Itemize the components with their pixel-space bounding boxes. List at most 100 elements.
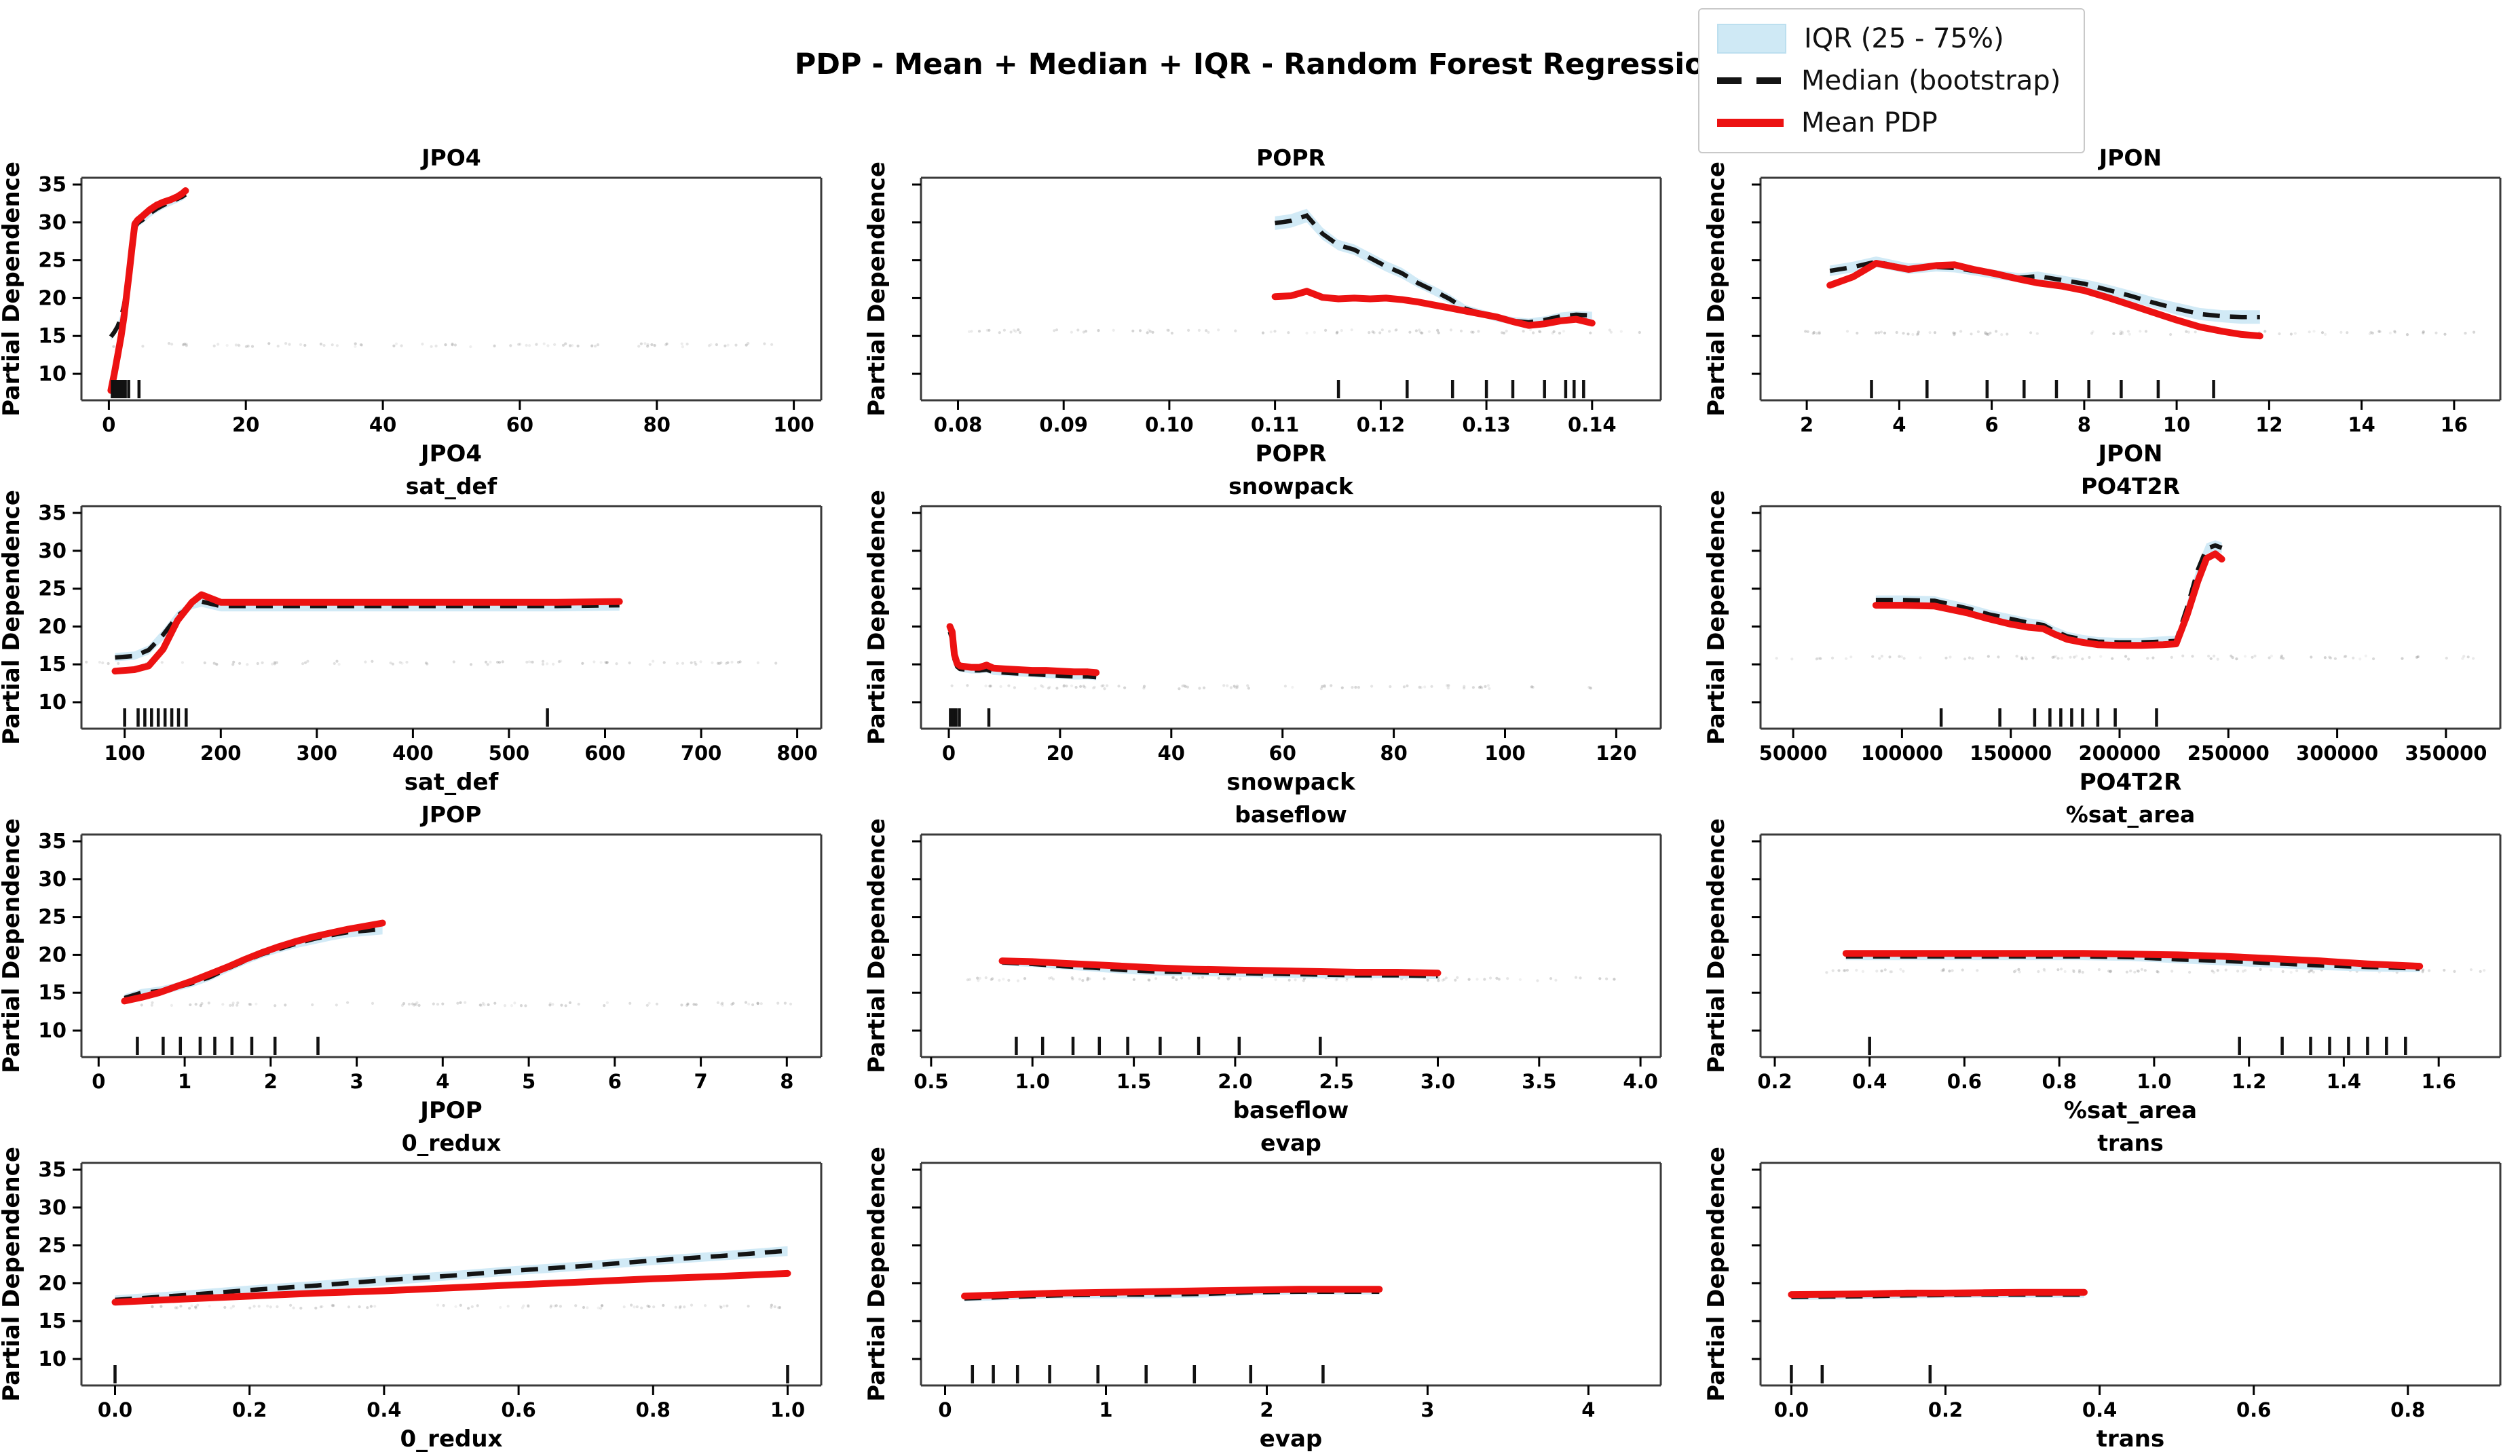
ice-data-dot: [527, 660, 531, 664]
ice-data-dot: [2056, 657, 2060, 660]
ice-data-dot: [1070, 684, 1074, 687]
x-tick-label: 0.8: [2390, 1398, 2425, 1421]
x-tick-label: 20: [232, 413, 259, 436]
y-tick-label: 10: [38, 691, 67, 714]
ice-data-dot: [1302, 979, 1305, 982]
ice-data-dot: [407, 1002, 411, 1006]
ice-data-dot: [622, 1305, 626, 1309]
ice-data-dot: [674, 1305, 677, 1309]
x-tick-label: 6: [1985, 413, 1999, 436]
ice-data-dot: [484, 660, 488, 664]
ice-data-dot: [464, 1001, 467, 1004]
ice-data-dot: [1441, 978, 1444, 982]
ice-data-dot: [2270, 654, 2273, 657]
ice-data-dot: [2185, 330, 2188, 333]
ice-data-dot: [1007, 684, 1011, 687]
ice-data-dot: [1536, 979, 1539, 982]
ice-data-dot: [699, 660, 702, 664]
ice-data-dot: [549, 1305, 552, 1309]
ice-data-dot: [2120, 330, 2124, 334]
ice-data-dot: [1446, 684, 1449, 687]
subplot-title: JPON: [2098, 145, 2162, 171]
ice-data-dot: [681, 662, 685, 665]
x-tick-label: 1: [1099, 1398, 1112, 1421]
ice-data-dot: [2078, 969, 2082, 972]
ice-data-dot: [665, 342, 669, 345]
y-tick-label: 25: [38, 906, 67, 930]
ice-data-dot: [2393, 330, 2397, 334]
ice-data-dot: [2126, 330, 2130, 333]
ice-data-dot: [2333, 657, 2337, 660]
ice-data-dot: [261, 661, 264, 664]
ice-data-dot: [2107, 970, 2111, 973]
ice-data-dot: [1970, 332, 1973, 336]
ice-data-dot: [2434, 331, 2438, 334]
ice-data-dot: [1147, 978, 1150, 982]
ice-data-dot: [778, 1306, 782, 1309]
ice-data-dot: [2372, 657, 2375, 661]
ice-data-dot: [1830, 656, 1835, 659]
legend-label-iqr: IQR (25 - 75%): [1804, 23, 2004, 54]
ice-data-dot: [1531, 685, 1535, 689]
ice-data-dot: [234, 343, 238, 347]
ice-data-dot: [1321, 685, 1324, 688]
ice-data-dot: [1479, 685, 1482, 689]
mean-line: [121, 919, 386, 1005]
ice-data-dot: [1804, 330, 1807, 333]
y-axis-label: Partial Dependence: [1, 1147, 25, 1402]
ice-data-dot: [747, 1305, 750, 1308]
x-tick-label: 1.0: [2137, 1070, 2171, 1093]
ice-data-dot: [411, 1002, 415, 1005]
ice-data-dot: [716, 662, 720, 665]
ice-data-dot: [1953, 333, 1956, 337]
ice-data-dot: [188, 1307, 191, 1310]
ice-data-dot: [101, 661, 105, 665]
mean-line: [998, 957, 1442, 977]
ice-data-dot: [774, 662, 778, 665]
ice-data-dot: [231, 1305, 235, 1308]
ice-data-dot: [203, 661, 206, 665]
ice-data-dot: [2213, 654, 2216, 658]
x-tick-label: 1: [178, 1070, 191, 1093]
ice-data-dot: [2029, 331, 2033, 334]
x-tick-label: 0.6: [501, 1398, 535, 1421]
x-tick-label: 14: [2348, 413, 2375, 436]
ice-data-dot: [1459, 329, 1463, 332]
ice-data-dot: [1291, 685, 1294, 689]
ice-data-dot: [2144, 330, 2148, 333]
ice-data-dot: [2377, 330, 2381, 333]
ice-data-dot: [1350, 328, 1353, 332]
ice-data-dot: [730, 1003, 734, 1006]
ice-data-dot: [229, 1003, 232, 1007]
ice-data-dot: [1305, 331, 1309, 334]
x-axis-label: 0_redux: [400, 1425, 503, 1452]
y-tick-label: 15: [38, 981, 67, 1005]
iqr-band: [1830, 256, 2260, 324]
legend-label-mean: Mean PDP: [1801, 107, 1938, 138]
ice-data-dot: [360, 343, 364, 347]
ice-data-dot: [1889, 970, 1892, 974]
ice-data-dot: [231, 663, 235, 666]
ice-data-dot: [2081, 970, 2084, 974]
ice-data-dot: [1102, 684, 1105, 687]
ice-data-dot: [1062, 685, 1066, 688]
x-tick-label: 0.2: [1757, 1070, 1792, 1093]
ice-data-dot: [1065, 685, 1068, 688]
ice-data-dot: [333, 662, 336, 666]
ice-data-dot: [229, 1306, 233, 1309]
ice-data-dot: [770, 1305, 773, 1309]
ice-data-dot: [586, 1306, 589, 1309]
y-tick-label: 20: [38, 286, 67, 310]
ice-data-dot: [358, 1305, 361, 1309]
ice-data-dot: [950, 684, 954, 687]
subplot-title: baseflow: [1235, 801, 1347, 828]
ice-data-dot: [1418, 330, 1422, 334]
y-tick-label: 30: [38, 211, 67, 235]
ice-data-dot: [1497, 978, 1501, 981]
ice-data-dot: [590, 344, 594, 348]
ice-data-dot: [1919, 656, 1922, 659]
ice-data-dot: [551, 1003, 554, 1006]
ice-data-dot: [2282, 657, 2285, 660]
ice-data-dot: [1086, 976, 1089, 980]
ice-data-dot: [208, 1305, 211, 1308]
